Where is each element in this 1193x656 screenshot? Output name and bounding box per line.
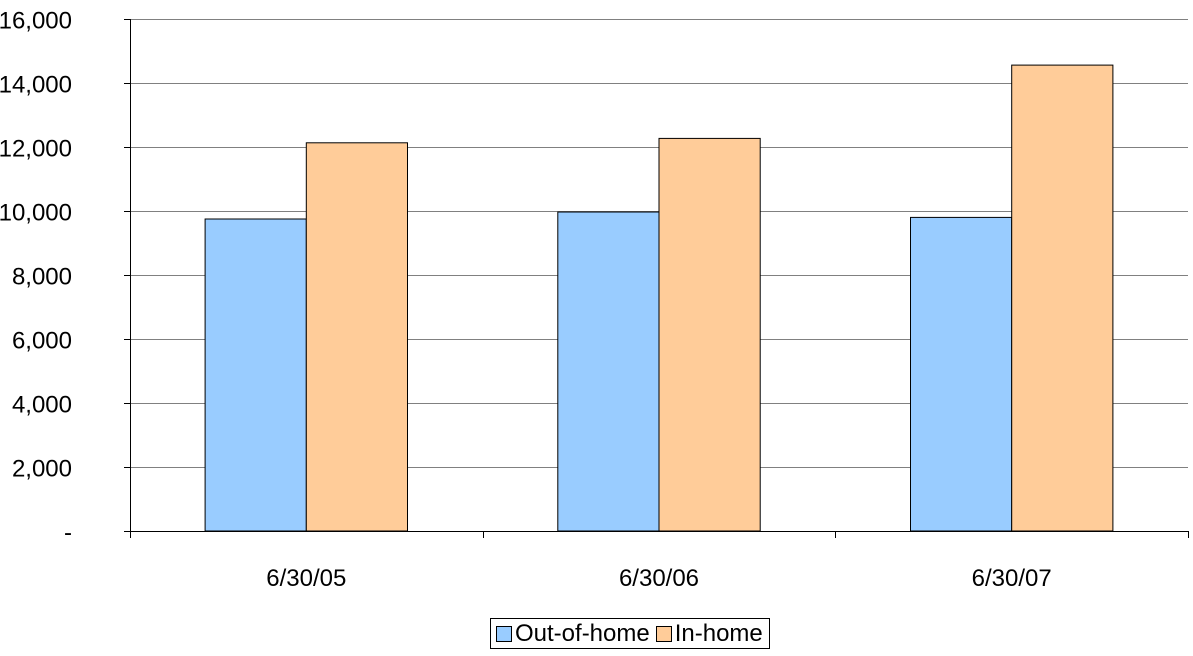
legend-item-out-of-home: Out-of-home [496, 620, 650, 648]
bar-out-of-home-0 [204, 218, 307, 532]
y-tick-label-2: 4,000 [12, 392, 72, 419]
y-tick-label-6: 12,000 [0, 136, 72, 163]
y-tick-label-5: 10,000 [0, 200, 72, 227]
bar-in-home-1 [658, 137, 761, 532]
bar-out-of-home-2 [910, 216, 1013, 532]
y-tick-label-0: - [64, 520, 72, 547]
y-tick-label-7: 14,000 [0, 72, 72, 99]
y-tick-label-3: 6,000 [12, 328, 72, 355]
bar-in-home-2 [1011, 64, 1114, 532]
legend: Out-of-home In-home [490, 618, 770, 649]
legend-swatch-in-home [655, 625, 672, 642]
x-tick-label-2: 6/30/07 [972, 565, 1052, 592]
legend-label-out-of-home: Out-of-home [515, 619, 650, 647]
bar-in-home-0 [305, 142, 408, 532]
x-tick-label-0: 6/30/05 [266, 565, 346, 592]
legend-swatch-out-of-home [496, 625, 512, 642]
legend-item-in-home: In-home [655, 619, 763, 648]
legend-label-in-home: In-home [674, 619, 763, 647]
bar-out-of-home-1 [557, 211, 660, 532]
y-tick-label-8: 16,000 [0, 8, 72, 35]
y-tick-label-4: 8,000 [12, 264, 72, 291]
y-tick-label-1: 2,000 [12, 456, 72, 483]
x-tick-label-1: 6/30/06 [619, 565, 699, 592]
